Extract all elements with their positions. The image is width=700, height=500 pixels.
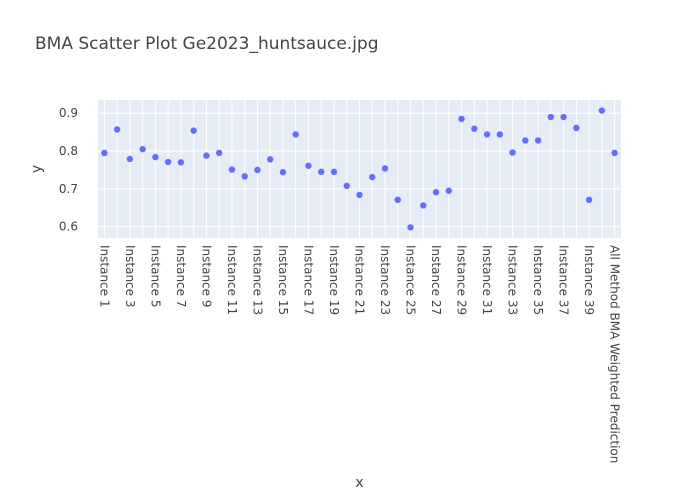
y-tick-label: 0.7: [59, 182, 78, 196]
data-point: [471, 125, 478, 132]
data-point: [292, 131, 299, 138]
data-points: [101, 107, 618, 231]
x-tick-label: Instance 21: [353, 245, 367, 315]
data-point: [152, 153, 159, 161]
x-tick-label: Instance 31: [480, 245, 494, 315]
x-axis-ticks: Instance 1 Instance 3 Instance 5 Instance 7…: [97, 245, 621, 463]
x-tick-label: Instance 15: [276, 245, 290, 315]
data-point: [101, 149, 108, 157]
x-tick-label: Instance 25: [404, 245, 418, 315]
x-tick-label: Instance 17: [301, 245, 315, 315]
y-tick-label: 0.8: [59, 144, 78, 158]
x-tick-label: Instance 5: [148, 245, 162, 308]
x-tick-label: Instance 9: [199, 245, 213, 308]
x-tick-label: Instance 11: [225, 245, 239, 315]
data-point: [126, 155, 134, 163]
data-point: [394, 196, 401, 204]
x-tick-label: Instance 33: [506, 245, 520, 315]
data-point: [598, 107, 606, 114]
x-tick-label: Instance 7: [174, 245, 188, 308]
data-point: [369, 173, 376, 181]
data-point: [509, 149, 516, 156]
data-point: [560, 113, 567, 121]
data-point: [241, 173, 248, 180]
data-point: [496, 131, 504, 138]
data-point: [343, 182, 350, 190]
y-axis-ticks: 0.6 0.7 0.8 0.9: [59, 106, 78, 233]
data-point: [420, 202, 427, 209]
x-tick-label: All Method BMA Weighted Prediction: [608, 245, 622, 463]
data-point: [267, 156, 274, 163]
x-tick-label: Instance 3: [123, 245, 137, 308]
y-tick-label: 0.6: [59, 220, 78, 234]
x-tick-label: Instance 37: [557, 245, 571, 315]
data-point: [254, 166, 261, 174]
x-tick-label: Instance 29: [455, 245, 469, 315]
data-point: [356, 191, 363, 199]
data-point: [190, 127, 197, 134]
y-axis-title: y: [29, 165, 45, 173]
data-point: [585, 196, 593, 204]
data-point: [483, 131, 491, 138]
data-point: [522, 137, 529, 144]
chart-title: BMA Scatter Plot Ge2023_huntsauce.jpg: [35, 34, 379, 54]
data-point: [139, 145, 146, 153]
x-tick-label: Instance 35: [531, 245, 545, 315]
x-tick-label: Instance 39: [582, 245, 596, 315]
data-point: [611, 149, 618, 157]
y-tick-label: 0.9: [59, 106, 78, 120]
data-point: [318, 168, 325, 176]
data-point: [547, 113, 555, 121]
data-point: [177, 159, 185, 166]
data-point: [458, 115, 465, 123]
data-point: [432, 189, 440, 196]
data-point: [573, 124, 580, 132]
data-point: [228, 166, 236, 173]
data-point: [305, 162, 312, 169]
x-axis-title: x: [355, 475, 363, 491]
data-point: [381, 165, 389, 172]
data-point: [279, 169, 287, 176]
x-tick-label: Instance 19: [327, 245, 341, 315]
x-tick-label: Instance 23: [378, 245, 392, 315]
x-tick-label: Instance 1: [97, 245, 111, 308]
data-point: [164, 158, 172, 166]
data-point: [534, 137, 542, 144]
x-tick-label: Instance 13: [250, 245, 264, 315]
data-point: [203, 152, 210, 159]
grid-lines: [98, 100, 621, 238]
x-tick-label: Instance 27: [429, 245, 443, 315]
data-point: [445, 187, 452, 194]
data-point: [113, 126, 121, 133]
data-point: [407, 224, 414, 231]
data-point: [330, 168, 338, 176]
data-point: [215, 149, 223, 157]
